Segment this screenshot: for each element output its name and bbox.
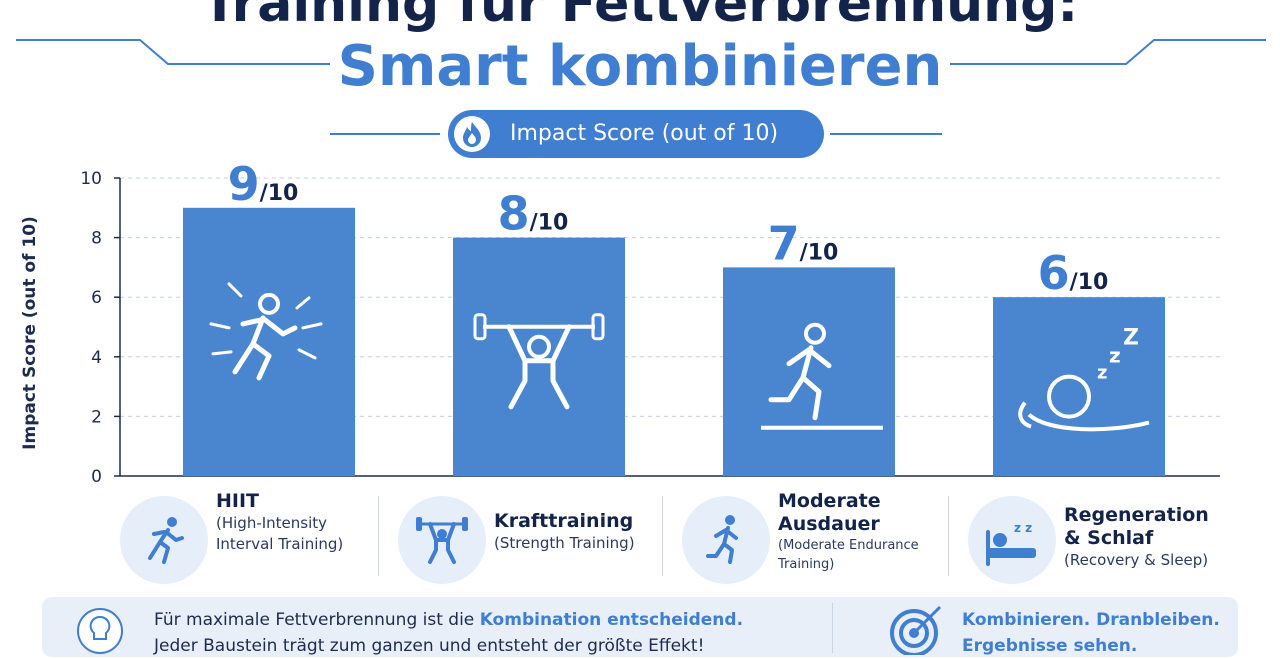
flame-icon xyxy=(454,116,490,152)
y-tick-label: 0 xyxy=(91,467,102,487)
bar-4 xyxy=(993,297,1165,476)
svg-text:z z: z z xyxy=(1014,521,1032,535)
bar-value-label: 7/10 xyxy=(768,216,839,270)
footer-slogan-line2: Ergebnisse sehen. xyxy=(962,636,1138,656)
y-tick-label: 10 xyxy=(80,169,102,189)
card-name: Moderate xyxy=(778,490,881,512)
footer-banner: Für maximale Fettverbrennung ist die Kom… xyxy=(42,597,1238,657)
bar-value-label: 6/10 xyxy=(1038,246,1109,300)
card-name: HIIT xyxy=(216,490,260,512)
lightbulb-icon xyxy=(77,608,123,654)
card-name: Regeneration xyxy=(1064,504,1209,526)
impact-score-pill: Impact Score (out of 10) xyxy=(448,110,824,158)
pill-label: Impact Score (out of 10) xyxy=(510,121,779,146)
card-divider xyxy=(948,496,949,576)
footer-text-bold: Kombination entscheidend. xyxy=(479,610,744,630)
pill-decoration-line xyxy=(330,133,942,135)
card-divider xyxy=(662,496,663,576)
runner-icon xyxy=(761,322,883,430)
y-axis-label: Impact Score (out of 10) xyxy=(20,216,40,450)
card-name: Krafttraining xyxy=(494,510,634,532)
page-subtitle: Smart kombinieren xyxy=(337,34,943,99)
page-title: Training für Fettverbrennung: xyxy=(201,0,1079,34)
y-tick-label: 8 xyxy=(91,229,102,249)
sprinter-icon xyxy=(148,517,184,564)
bar-3 xyxy=(723,267,895,476)
title-decoration-left xyxy=(16,39,330,65)
sprinter-icon xyxy=(209,282,323,381)
footer-divider xyxy=(832,603,833,653)
y-tick-label: 4 xyxy=(91,348,102,368)
bar-value-label: 8/10 xyxy=(498,187,569,241)
footer-text-line2: Jeder Baustein trägt zum ganzen und ents… xyxy=(154,636,705,656)
title-decoration-right xyxy=(950,39,1266,65)
bed-icon: z z xyxy=(986,521,1036,566)
card-divider xyxy=(378,496,379,576)
target-icon xyxy=(890,605,942,655)
weightlifter-icon xyxy=(473,313,605,410)
y-tick-label: 6 xyxy=(91,288,102,308)
svg-text:z: z xyxy=(1097,363,1107,384)
bar-value-label: 9/10 xyxy=(228,160,299,211)
svg-text:Z: Z xyxy=(1123,326,1139,351)
footer-text-plain: Für maximale Fettverbrennung ist die xyxy=(154,610,480,630)
weightlifter-icon xyxy=(416,517,468,564)
impact-bar-chart: 0 2 4 6 8 10 9/10 8/10 7/10 zzZ 6/10 xyxy=(80,160,1220,487)
bar-1 xyxy=(183,207,355,477)
runner-icon xyxy=(706,515,738,564)
footer-slogan-line1: Kombinieren. Dranbleiben. xyxy=(962,610,1220,630)
y-tick-label: 2 xyxy=(91,407,102,427)
sleeping-person-icon: zzZ xyxy=(1018,326,1150,432)
svg-text:z: z xyxy=(1109,344,1121,368)
